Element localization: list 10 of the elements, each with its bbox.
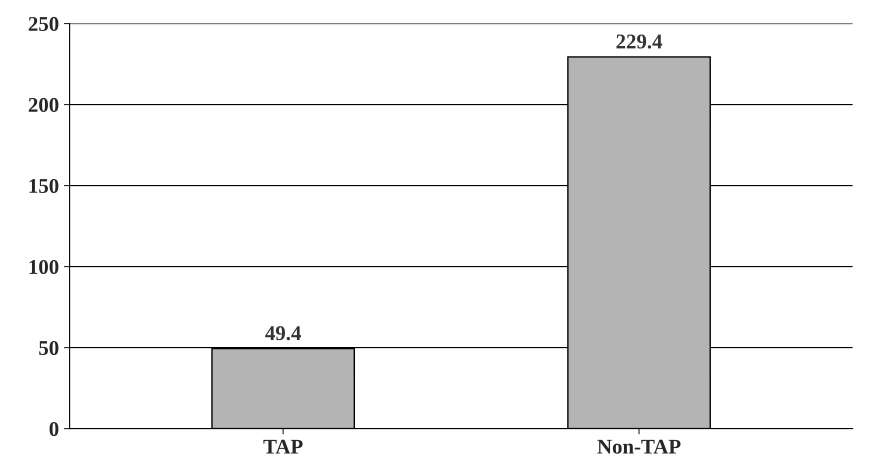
y-tick-label: 100 <box>30 260 58 274</box>
y-tick-label: 50 <box>39 340 58 356</box>
data-label: 229.4 <box>616 34 662 49</box>
x-tick-label: Non-TAP <box>597 440 681 454</box>
data-label: 49.4 <box>265 326 301 340</box>
y-tick-label: 0 <box>50 422 58 436</box>
x-tick-label: TAP <box>263 440 303 454</box>
y-tick-label: 200 <box>28 98 58 112</box>
y-tick-label: 150 <box>30 178 58 194</box>
y-tick-label: 250 <box>28 16 58 31</box>
